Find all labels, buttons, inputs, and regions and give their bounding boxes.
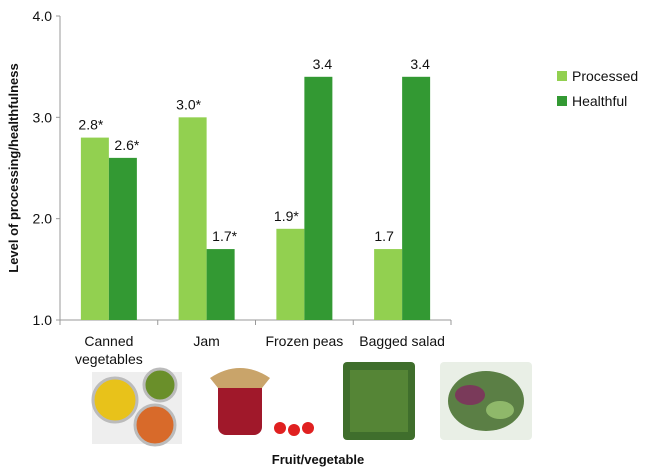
legend-label: Processed [572,68,638,84]
bar-healthful [304,76,333,320]
bagged-salad-image [455,385,485,405]
canned-vegetables-image [142,367,178,403]
bar-processed [276,228,305,320]
bar-healthful [206,249,235,320]
y-tick-label: 3.0 [33,109,53,125]
y-tick-label: 2.0 [33,211,53,227]
bagged-salad-image [486,401,514,419]
legend-swatch-processed [557,71,567,81]
jam-image [274,422,286,434]
x-tick-label: vegetables [75,351,143,367]
data-label: 2.6* [114,137,139,153]
x-tick-label: Frozen peas [265,333,343,349]
bar-processed [80,137,109,320]
frozen-peas-image [350,370,408,432]
data-label: 3.4 [410,56,430,72]
bar-processed [178,117,207,320]
legend-label: Healthful [572,93,627,109]
jam-image [218,375,262,435]
data-label: 1.7* [212,228,237,244]
x-tick-label: Jam [193,333,219,349]
x-tick-label: Bagged salad [359,333,445,349]
legend-swatch-healthful [557,96,567,106]
jam-image [302,422,314,434]
data-label: 1.9* [274,208,299,224]
data-label: 2.8* [78,117,103,133]
x-tick-label: Canned [84,333,133,349]
bar-healthful [402,76,431,320]
canned-vegetables-image [91,376,139,424]
jam-image [210,368,270,388]
canned-vegetables-image [133,403,177,447]
y-axis-title: Level of processing/healthfulness [6,63,21,273]
jam-image [288,424,300,436]
data-label: 1.7 [374,228,394,244]
y-tick-label: 1.0 [33,312,53,328]
data-label: 3.4 [313,56,333,72]
bar-healthful [108,157,137,320]
bar-processed [374,249,403,320]
y-tick-label: 4.0 [33,8,53,24]
data-label: 3.0* [176,96,201,112]
x-axis-title: Fruit/vegetable [272,452,364,467]
